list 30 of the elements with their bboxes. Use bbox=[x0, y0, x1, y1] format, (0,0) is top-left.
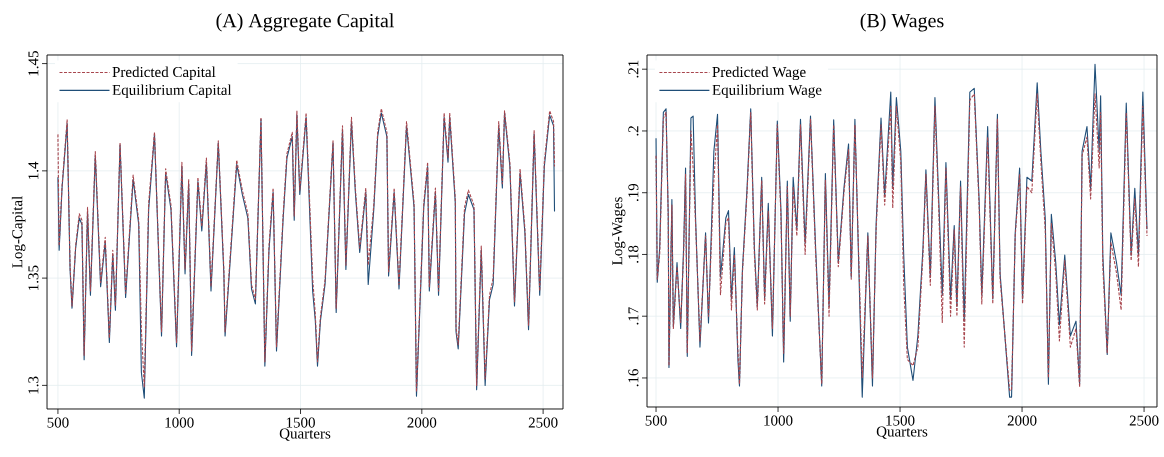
x-axis-title: Quarters bbox=[876, 426, 928, 439]
legend-label: Predicted Wage bbox=[712, 66, 806, 81]
y-tick-label: .18 bbox=[628, 245, 639, 263]
y-tick-label: .17 bbox=[628, 307, 639, 325]
y-tick-label: .19 bbox=[628, 183, 639, 202]
y-tick-label: .21 bbox=[628, 60, 639, 78]
y-tick-label: 1.4 bbox=[28, 161, 39, 179]
y-tick-label: 1.45 bbox=[28, 51, 39, 76]
x-tick-label: 500 bbox=[47, 417, 69, 428]
chart-title: (A) Aggregate Capital bbox=[216, 13, 395, 32]
x-tick-label: 1500 bbox=[286, 417, 315, 428]
y-axis-title: Log-Wages bbox=[612, 197, 626, 265]
legend-label: Equilibrium Capital bbox=[112, 84, 232, 99]
x-tick-label: 2500 bbox=[528, 417, 558, 428]
y-tick-label: .2 bbox=[628, 126, 639, 136]
chart-title: (B) Wages bbox=[860, 13, 944, 32]
x-tick-label: 500 bbox=[645, 415, 667, 426]
x-tick-label: 2000 bbox=[1007, 415, 1037, 426]
x-tick-label: 2500 bbox=[1129, 415, 1159, 426]
x-axis-title: Quarters bbox=[279, 428, 331, 441]
x-tick-label: 2000 bbox=[407, 417, 437, 428]
x-tick-label: 1000 bbox=[165, 417, 194, 428]
y-tick-label: 1.35 bbox=[28, 265, 39, 290]
y-tick-label: 1.3 bbox=[28, 376, 39, 394]
y-tick-label: .16 bbox=[628, 369, 639, 387]
legend-label: Predicted Capital bbox=[112, 66, 216, 81]
y-axis-title: Log-Capital bbox=[11, 196, 26, 268]
x-tick-label: 1500 bbox=[886, 415, 915, 426]
legend-label: Equilibrium Wage bbox=[712, 84, 822, 99]
x-tick-label: 1000 bbox=[764, 415, 793, 426]
